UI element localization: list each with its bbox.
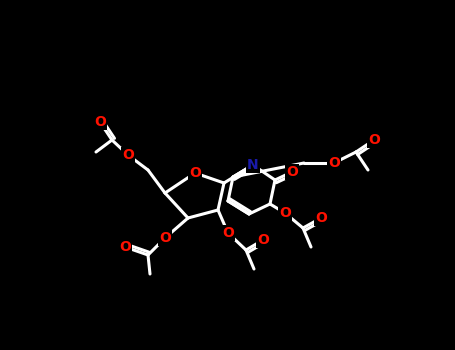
Text: O: O	[122, 148, 134, 162]
Text: O: O	[315, 211, 327, 225]
Text: O: O	[119, 240, 131, 254]
Text: O: O	[94, 115, 106, 129]
Text: O: O	[189, 166, 201, 180]
Text: O: O	[222, 226, 234, 240]
Text: O: O	[286, 165, 298, 179]
Text: O: O	[159, 231, 171, 245]
Text: O: O	[279, 206, 291, 220]
Text: O: O	[368, 133, 380, 147]
Text: O: O	[257, 233, 269, 247]
Text: N: N	[247, 158, 259, 172]
Text: O: O	[328, 156, 340, 170]
